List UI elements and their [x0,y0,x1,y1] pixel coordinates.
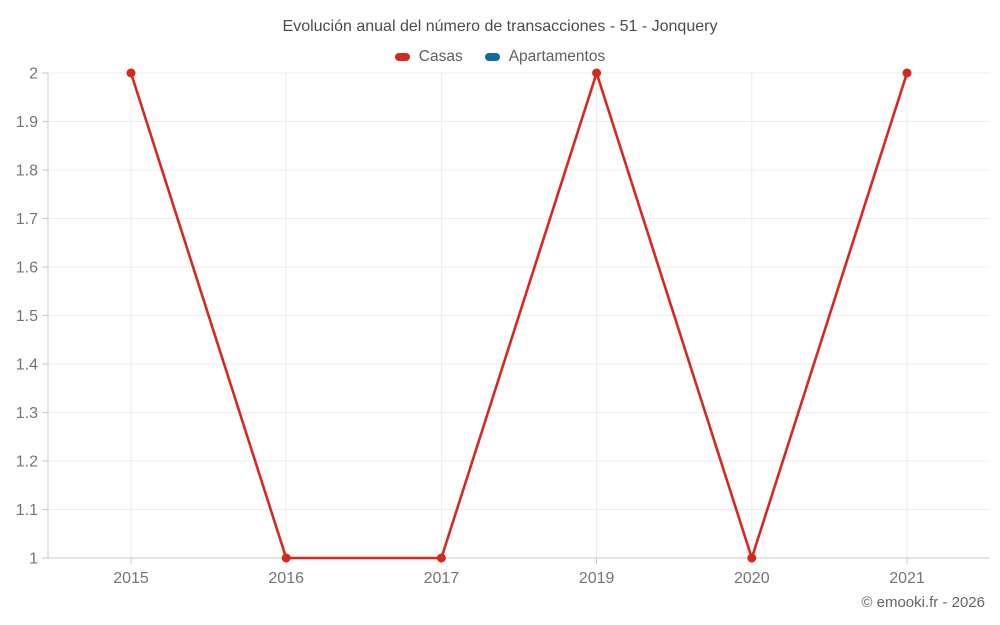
x-tick-label: 2016 [268,570,304,587]
legend-swatch-apartamentos-icon [484,53,500,61]
x-tick-label: 2020 [734,570,770,587]
y-tick-label: 2 [29,66,38,83]
x-tick-label: 2015 [113,570,149,587]
legend-item-apartamentos[interactable]: Apartamentos [484,48,606,66]
data-point-casas [592,68,602,78]
x-tick-label: 2017 [424,570,460,587]
y-tick-label: 1.9 [16,114,38,131]
y-tick-label: 1.6 [16,260,38,277]
data-point-casas [436,553,446,563]
legend-swatch-casas-icon [394,53,410,61]
legend: Casas Apartamentos [0,48,1000,66]
y-tick-label: 1.3 [16,405,38,422]
y-tick-label: 1.2 [16,454,38,471]
y-tick-label: 1.4 [16,357,38,374]
y-tick-label: 1.8 [16,163,38,180]
axis-labels: 1 1.1 1.2 1.3 1.4 1.5 1.6 1.7 1.8 1.9 2 2015 2016 201… [16,66,925,588]
legend-item-casas[interactable]: Casas [394,48,463,66]
y-tick-label: 1.7 [16,211,38,228]
data-point-casas [747,553,757,563]
series-line-casas [129,71,909,560]
legend-label-apartamentos: Apartamentos [508,48,606,65]
x-tick-label: 2021 [889,570,925,587]
copyright-footer: © emooki.fr - 2026 [861,594,985,611]
data-point-casas [902,68,912,78]
chart-title: Evolución anual del número de transaccio… [282,18,718,35]
y-tick-label: 1.1 [16,502,38,519]
data-point-casas [281,553,291,563]
legend-label-casas: Casas [418,48,463,65]
x-tick-label: 2019 [579,570,615,587]
data-point-casas [126,68,136,78]
y-tick-label: 1 [29,551,38,568]
axis-ticks [42,72,908,564]
y-tick-label: 1.5 [16,308,38,325]
